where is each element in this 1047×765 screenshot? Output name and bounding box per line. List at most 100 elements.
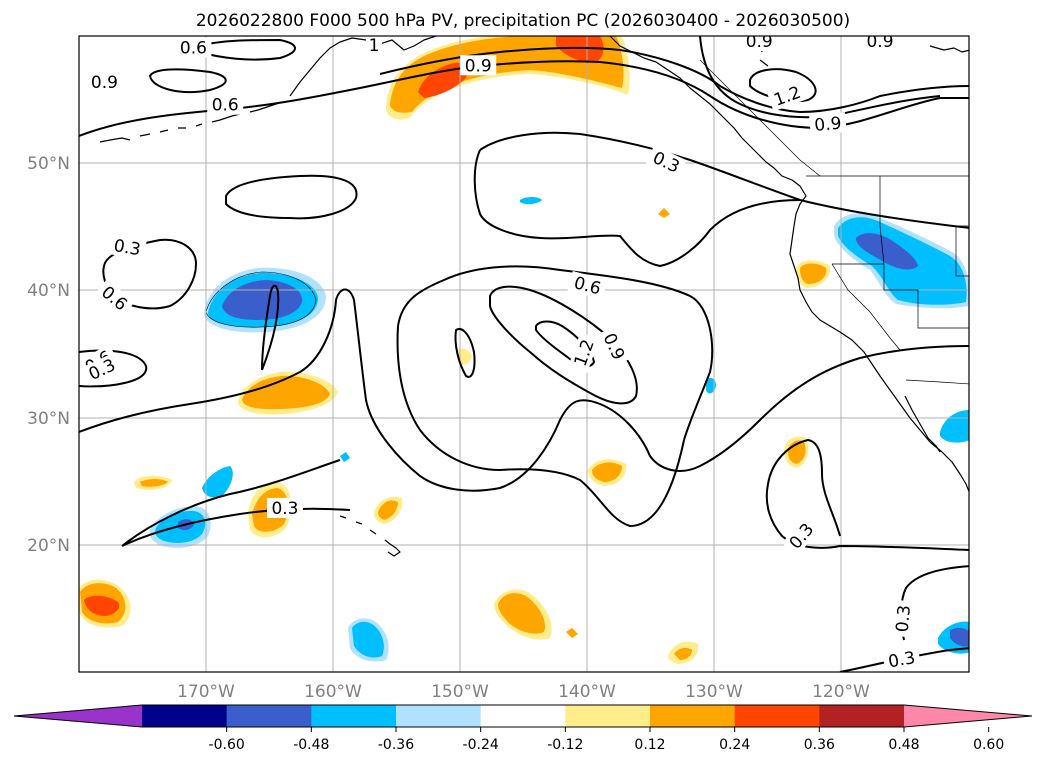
lon-label-120w: 120°W: [812, 682, 870, 702]
colorbar-bin: [142, 705, 228, 727]
contour-1.2-central: [535, 320, 595, 368]
contour-label-background: [107, 234, 147, 261]
contour-label-background: [766, 80, 808, 112]
oregon-idaho-border: [879, 176, 885, 265]
precip-blob-positive-178w-center: [84, 595, 120, 616]
colorbar-tick-label: 0.60: [973, 737, 1004, 753]
contour-label-text: 0.3: [893, 604, 915, 633]
contour-0.6-south-line: [121, 459, 341, 547]
hudson-coast: [929, 45, 969, 53]
utah-border: [955, 225, 969, 277]
contour-label-text: 0.3: [887, 648, 917, 672]
lon-label-140w: 140°W: [558, 682, 616, 702]
contour-label: 0.3: [266, 497, 303, 519]
colorbar-bin: [650, 705, 736, 727]
figure-title: 2026022800 F000 500 hPa PV, precipitatio…: [196, 11, 850, 31]
precipitation-shading: [79, 36, 969, 664]
contour-0.3-southeast-loop: [765, 483, 969, 551]
contour-label-background: [81, 352, 123, 386]
contour-labels: 0.60.90.610.90.90.91.20.90.30.30.60.60.3…: [79, 32, 922, 672]
contour-label: 0.9: [86, 71, 123, 93]
contour-label-text: 0.3: [271, 499, 298, 519]
map-panel: 0.60.90.610.90.90.91.20.90.30.30.60.60.3…: [78, 32, 970, 673]
colorbar-over-extend: [904, 705, 1032, 727]
contour-0.3-central-north: [479, 131, 969, 229]
contour-label-background: [207, 94, 244, 115]
contour-0.9-ne: [699, 36, 941, 119]
colorbar-tick-label: -0.12: [547, 737, 583, 753]
precip-blob-negative-152w-core: [352, 621, 384, 658]
colorbar-tick-label: 0.24: [719, 737, 750, 753]
contour-label-background: [568, 332, 600, 374]
lat-label-20n: 20°N: [27, 536, 70, 556]
contour-label-background: [741, 36, 778, 52]
contour-label-background: [882, 646, 922, 672]
contour-label-text: 0.9: [746, 32, 773, 52]
colorbar-tick-label: -0.36: [378, 737, 414, 753]
aleutian-islands: [99, 101, 283, 143]
contour-label-background: [645, 145, 687, 179]
contour-label-text: 0.9: [465, 56, 492, 76]
contour-label-text: 0.9: [814, 114, 843, 136]
us-mexico-border: [905, 379, 969, 385]
map-background: [79, 36, 969, 672]
colorbar-outline: [13, 704, 1033, 728]
colorbar-bin: [734, 705, 820, 727]
colorbar-bin: [480, 705, 566, 727]
contour-label: 0.6: [175, 37, 212, 58]
contour-label: 0.3: [107, 234, 147, 261]
contour-label: 1: [365, 36, 382, 56]
colorbar-bin: [311, 705, 397, 727]
colorbar-bin: [396, 705, 482, 727]
contour-label: 0.3: [81, 352, 123, 386]
lat-label-40n: 40°N: [27, 281, 70, 301]
contour-label-text: 0.9: [91, 73, 118, 93]
california-nevada-border: [831, 263, 901, 351]
precip-blob-gulf-alaska: [386, 36, 630, 120]
lon-label-160w: 160°W: [304, 682, 362, 702]
contour-label-background: [781, 515, 821, 557]
contour-0.6-central-south: [396, 325, 685, 527]
contour-label: 0.9: [862, 36, 898, 52]
contour-label: 0.6: [567, 270, 608, 300]
north-america-west-coast: [609, 36, 969, 494]
contour-label: 0.9: [460, 55, 497, 76]
precip-blob-negative-se-core: [950, 627, 969, 647]
colorbar-tick-label: -0.60: [209, 737, 245, 753]
precip-blob-negative-156w: [340, 452, 350, 462]
lat-label-50n: 50°N: [27, 154, 70, 174]
lat-label-30n: 30°N: [27, 409, 70, 429]
lon-label-150w: 150°W: [431, 682, 489, 702]
alaska-coast: [289, 36, 437, 97]
contour-label: 0.9: [741, 32, 778, 52]
precip-blob-positive-141w: [566, 628, 578, 638]
us-state-borders: [832, 263, 969, 329]
latitude-labels: 50°N 40°N 30°N 20°N: [27, 154, 70, 556]
coastlines: [99, 36, 969, 557]
precip-blob-negative-165w: [204, 267, 326, 333]
contour-label-background: [597, 325, 631, 367]
contour-label-text: 0.3: [112, 236, 142, 260]
contour-label-background: [266, 497, 303, 518]
lon-label-170w: 170°W: [177, 682, 235, 702]
hawaiian-islands: [339, 515, 401, 557]
contour-0.6-central: [397, 265, 714, 441]
colorbar-tick-label: -0.24: [463, 737, 499, 753]
contour-0.3-south-line: [121, 507, 351, 547]
precip-blob-positive-138w-core: [592, 462, 622, 482]
precip-blob-negative-142w: [520, 197, 542, 205]
contour-label-text: 0.6: [212, 96, 239, 116]
contour-0.3-southeast: [767, 439, 841, 537]
lon-label-130w: 130°W: [685, 682, 743, 702]
contour-0.6-nw: [199, 39, 296, 61]
contour-label-background: [862, 36, 898, 52]
precip-blob-negative-west-coast: [834, 213, 969, 309]
graticule: [79, 36, 969, 672]
colorbar-tick-label: 0.48: [888, 737, 919, 753]
colorbar-bin: [565, 705, 651, 727]
precip-blob-positive-145w-core: [498, 593, 546, 634]
map-frame: [78, 35, 970, 673]
contour-label-background: [809, 112, 847, 136]
contour-label-background: [891, 599, 915, 638]
contour-label-background: [94, 278, 135, 318]
